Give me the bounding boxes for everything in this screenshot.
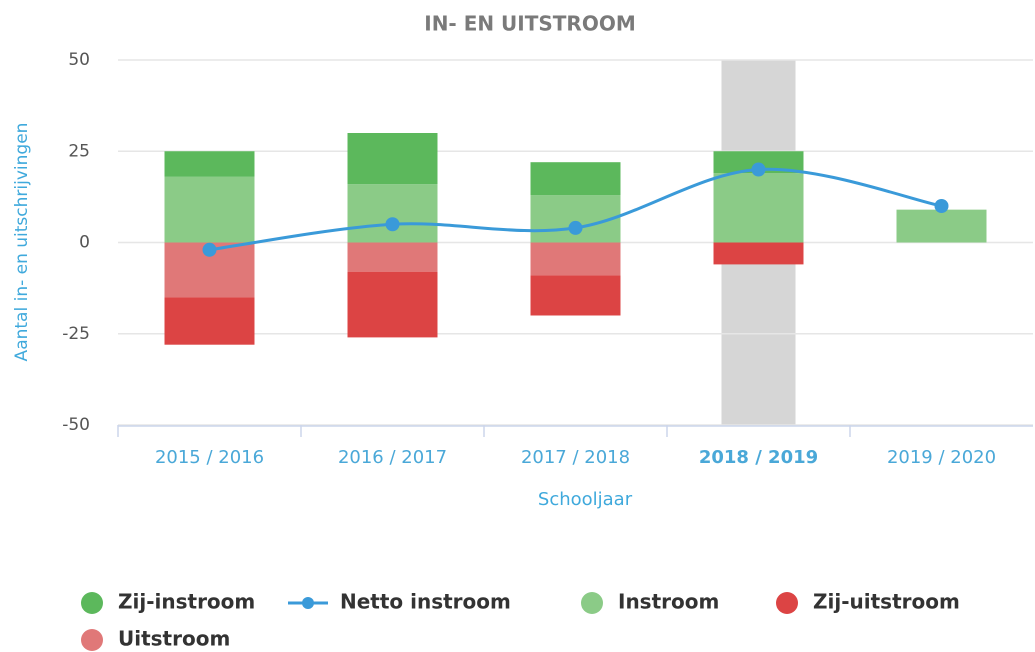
bar-segment [164, 176, 255, 243]
y-tick-label: -25 [62, 324, 90, 344]
y-tick-label: 0 [79, 233, 90, 253]
legend-label: Instroom [618, 590, 719, 614]
x-tick-label: 2015 / 2016 [155, 447, 264, 468]
bar-segment [713, 173, 804, 243]
line-point [568, 220, 583, 235]
y-tick-label: 25 [68, 141, 90, 161]
bar-segment [164, 297, 255, 345]
legend-marker [776, 592, 798, 614]
line-point [202, 242, 217, 257]
line-point [934, 199, 949, 213]
legend-marker [81, 629, 103, 651]
legend-marker [581, 592, 603, 614]
bar-segment [713, 151, 804, 174]
y-axis-title: Aantal in- en uitschrijvingen [12, 123, 32, 362]
x-tick-label: 2016 / 2017 [338, 447, 447, 468]
legend-label: Uitstroom [118, 627, 230, 651]
bar-segment [347, 242, 438, 272]
x-tick-label: 2019 / 2020 [887, 447, 996, 468]
legend-label: Zij-uitstroom [813, 590, 960, 614]
x-tick-label: 2017 / 2018 [521, 447, 630, 468]
y-tick-label: 50 [68, 50, 90, 70]
bar-segment [347, 184, 438, 243]
bar-segment [164, 151, 255, 177]
legend-marker [302, 597, 314, 609]
legend-label: Zij-instroom [118, 590, 255, 614]
x-axis-title: Schooljaar [538, 489, 633, 510]
legend-label: Netto instroom [340, 590, 511, 614]
bar-segment [896, 209, 987, 243]
bar-segment [347, 271, 438, 338]
line-point [385, 217, 400, 232]
bar-segment [530, 275, 621, 316]
y-tick-label: -50 [62, 415, 90, 435]
x-tick-label: 2018 / 2019 [699, 447, 818, 468]
bar-segment [530, 162, 621, 196]
bar-segment [347, 133, 438, 185]
legend-marker [81, 592, 103, 614]
bar-segment [530, 242, 621, 276]
line-point [751, 162, 766, 177]
chart-title: IN- EN UITSTROOM [424, 12, 635, 36]
bar-segment [713, 242, 804, 265]
